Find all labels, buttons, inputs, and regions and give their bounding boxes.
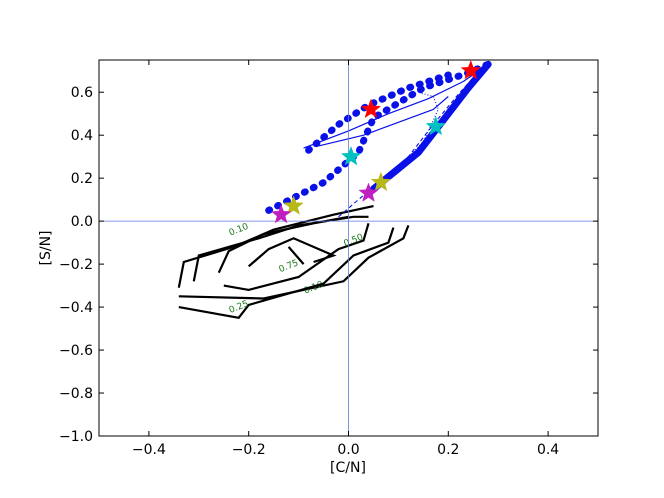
contour-line [178, 227, 395, 319]
y-tick-label: −0.2 [59, 257, 93, 273]
x-tick-label: −0.4 [132, 442, 166, 458]
contour-line [223, 222, 370, 292]
track-line [303, 63, 489, 149]
contour-line [178, 225, 410, 300]
contour-label: 0.10 [228, 222, 251, 239]
x-axis-title: [C/N] [330, 460, 366, 476]
reference-lines [99, 60, 598, 436]
markers-layer [270, 60, 481, 224]
y-tick-label: −1.0 [59, 429, 93, 445]
star-marker [340, 145, 362, 166]
y-tick-label: −0.4 [59, 300, 93, 316]
x-tick-label: −0.2 [232, 442, 266, 458]
y-tick-label: 0.0 [71, 214, 93, 230]
contours-layer: 0.100.100.250.500.75 [177, 205, 410, 319]
axes: −0.4 −0.2 0.0 0.2 0.4 −1.0 −0.8 −0.6 −0.4 −0.2 0.0… [59, 59, 599, 458]
x-tick-label: 0.4 [537, 442, 559, 458]
y-tick-label: 0.4 [71, 128, 93, 144]
tracks-layer [265, 60, 497, 218]
y-tick-label: 0.2 [71, 171, 93, 187]
star-marker [283, 195, 304, 215]
y-tick-label: −0.8 [59, 386, 93, 402]
contour-line [247, 237, 337, 268]
contour-line [287, 246, 305, 265]
contour-label: 0.50 [343, 232, 366, 249]
star-marker [358, 182, 379, 202]
star-marker [270, 203, 292, 224]
y-tick-label: 0.6 [71, 85, 93, 101]
star-marker [425, 115, 446, 136]
y-tick-label: −0.6 [59, 343, 93, 359]
track-line [388, 91, 439, 179]
star-marker [460, 60, 481, 80]
track-line [370, 60, 492, 193]
contour-label: 0.25 [228, 299, 250, 316]
track-line [265, 60, 497, 214]
contour-label: 0.75 [278, 258, 300, 275]
track-line [338, 66, 484, 218]
star-marker [360, 98, 382, 119]
x-tick-label: 0.0 [337, 442, 359, 458]
star-marker [370, 171, 392, 192]
x-tick-label: 0.2 [437, 442, 459, 458]
track-line [305, 71, 452, 154]
y-axis-title: [S/N] [38, 231, 54, 266]
